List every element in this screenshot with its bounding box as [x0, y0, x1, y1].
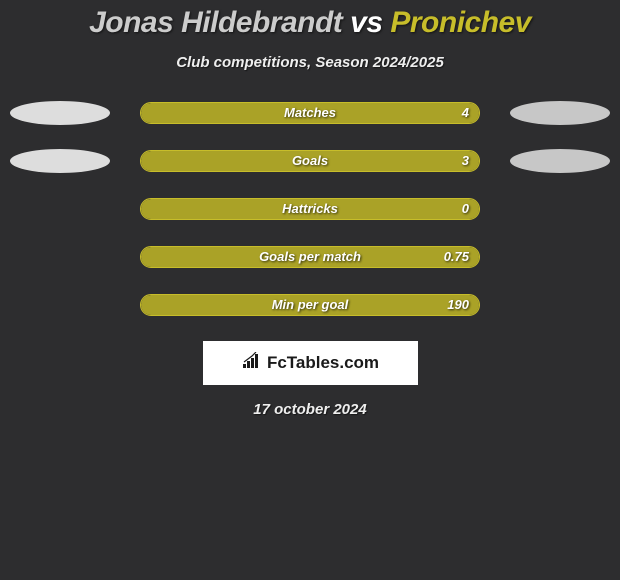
stat-row: Goals3: [0, 149, 620, 173]
stat-bar: Matches4: [140, 102, 480, 124]
stat-row: Matches4: [0, 101, 620, 125]
date: 17 october 2024: [0, 401, 620, 418]
spacer: [10, 197, 110, 221]
stat-value: 0.75: [444, 249, 469, 264]
player2-indicator: [510, 101, 610, 125]
spacer: [510, 197, 610, 221]
stat-label: Hattricks: [141, 201, 479, 216]
stat-row: Hattricks0: [0, 197, 620, 221]
logo-text: FcTables.com: [267, 353, 379, 373]
player1-indicator: [10, 101, 110, 125]
player2-name: Pronichev: [390, 6, 531, 39]
page-title: Jonas Hildebrandt vs Pronichev: [0, 6, 620, 40]
stat-value: 3: [462, 153, 469, 168]
spacer: [510, 293, 610, 317]
logo-box[interactable]: FcTables.com: [203, 341, 418, 385]
bar-chart-icon: [241, 352, 263, 375]
title-vs: vs: [350, 6, 382, 39]
player1-name: Jonas Hildebrandt: [89, 6, 342, 39]
stat-label: Matches: [141, 105, 479, 120]
subtitle: Club competitions, Season 2024/2025: [0, 54, 620, 71]
player2-indicator: [510, 149, 610, 173]
stat-value: 190: [447, 297, 469, 312]
stat-label: Goals: [141, 153, 479, 168]
stat-value: 4: [462, 105, 469, 120]
comparison-card: Jonas Hildebrandt vs Pronichev Club comp…: [0, 0, 620, 418]
spacer: [10, 245, 110, 269]
stat-label: Goals per match: [141, 249, 479, 264]
stat-label: Min per goal: [141, 297, 479, 312]
spacer: [510, 245, 610, 269]
logo: FcTables.com: [241, 352, 379, 375]
stat-row: Goals per match0.75: [0, 245, 620, 269]
stats-list: Matches4Goals3Hattricks0Goals per match0…: [0, 101, 620, 317]
stat-value: 0: [462, 201, 469, 216]
spacer: [10, 293, 110, 317]
player1-indicator: [10, 149, 110, 173]
stat-bar: Goals per match0.75: [140, 246, 480, 268]
stat-bar: Hattricks0: [140, 198, 480, 220]
stat-bar: Goals3: [140, 150, 480, 172]
stat-row: Min per goal190: [0, 293, 620, 317]
stat-bar: Min per goal190: [140, 294, 480, 316]
